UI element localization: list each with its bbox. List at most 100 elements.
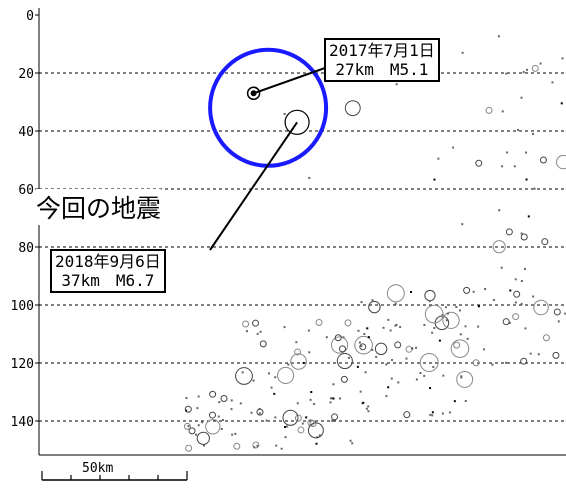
quake-point-113 — [394, 324, 397, 327]
quake-point-57 — [230, 408, 233, 411]
quake-point-158 — [354, 335, 373, 355]
y-tick-label-20: 20 — [18, 67, 34, 82]
quake-point-84 — [233, 442, 241, 450]
event-callout-2017: 2017年7月1日 27km M5.1 — [324, 38, 440, 82]
quake-point-160 — [259, 330, 262, 333]
quake-point-1 — [531, 133, 534, 136]
quake-point-172 — [453, 341, 461, 349]
quake-point-63 — [338, 397, 341, 400]
quake-point-195 — [444, 306, 447, 309]
quake-point-76 — [217, 415, 220, 418]
leader-line-2017 — [253, 67, 326, 95]
quake-point-74 — [196, 431, 210, 445]
quake-point-34 — [274, 416, 277, 419]
quake-point-104 — [347, 356, 350, 359]
quake-point-192 — [553, 308, 561, 316]
quake-point-244 — [484, 288, 487, 291]
quake-point-50 — [265, 419, 268, 422]
quake-point-228 — [520, 357, 528, 365]
depth-grid — [39, 72, 566, 422]
quake-point-77 — [253, 446, 256, 449]
quake-point-0 — [522, 71, 525, 74]
quake-point-136 — [256, 332, 259, 335]
quake-point-251 — [561, 57, 564, 60]
quake-point-245 — [509, 289, 512, 292]
quake-point-180 — [252, 319, 260, 327]
y-tick-label-40: 40 — [18, 125, 34, 140]
earthquake-points — [183, 35, 566, 452]
quake-point-240 — [520, 280, 523, 283]
quake-point-178 — [277, 366, 295, 385]
quake-point-17 — [517, 128, 520, 131]
quake-point-121 — [258, 412, 261, 415]
quake-point-207 — [368, 300, 381, 314]
quake-point-193 — [514, 301, 517, 304]
quake-point-235 — [461, 223, 464, 226]
quake-point-161 — [270, 386, 273, 389]
quake-point-39 — [202, 444, 205, 447]
quake-point-68 — [273, 392, 276, 395]
quake-point-224 — [532, 295, 535, 298]
quake-point-10 — [539, 62, 542, 65]
quake-point-181 — [367, 336, 370, 339]
quake-point-149 — [375, 355, 378, 358]
quake-point-73 — [195, 433, 198, 436]
quake-point-131 — [334, 334, 342, 342]
quake-point-9 — [497, 35, 500, 38]
quake-point-170 — [445, 319, 448, 322]
quake-point-218 — [483, 348, 486, 351]
quake-point-197 — [424, 304, 444, 324]
quake-point-19 — [461, 51, 464, 54]
quake-point-120 — [415, 378, 418, 381]
quake-point-47 — [252, 441, 260, 449]
quake-point-23 — [485, 106, 493, 114]
quake-point-231 — [419, 352, 439, 372]
quake-point-215 — [472, 359, 480, 367]
quake-point-18 — [531, 64, 539, 72]
quake-point-35 — [275, 444, 278, 447]
quake-point-69 — [185, 397, 188, 400]
quake-point-7 — [452, 146, 455, 149]
quake-point-80 — [280, 447, 283, 450]
quake-point-146 — [252, 379, 255, 382]
quake-point-216 — [508, 321, 511, 324]
quake-point-179 — [332, 397, 335, 400]
quake-point-100 — [423, 323, 426, 326]
quake-point-214 — [491, 363, 494, 366]
quake-point-234 — [520, 233, 528, 241]
quake-point-86 — [349, 439, 352, 442]
quake-point-110 — [357, 329, 360, 332]
quake-point-186 — [386, 284, 405, 303]
quake-point-188 — [472, 290, 475, 293]
quake-point-211 — [391, 359, 394, 362]
quake-point-22 — [501, 165, 504, 168]
quake-point-171 — [302, 361, 305, 364]
quake-point-162 — [453, 400, 456, 403]
highlight-circle — [208, 47, 329, 168]
quake-point-81 — [313, 402, 316, 405]
quake-point-75 — [184, 405, 192, 413]
quake-point-246 — [498, 209, 501, 212]
quake-point-237 — [541, 238, 549, 246]
quake-point-65 — [309, 398, 312, 401]
quake-point-148 — [287, 363, 290, 366]
quake-point-212 — [431, 331, 434, 334]
quake-point-127 — [358, 341, 361, 344]
quake-point-83 — [218, 401, 221, 404]
event-detail-2017: 27km M5.1 — [335, 60, 429, 79]
y-tick-label-60: 60 — [18, 183, 34, 198]
quake-point-168 — [256, 408, 264, 416]
quake-point-232 — [523, 267, 526, 270]
quake-point-70 — [310, 391, 313, 394]
quake-point-153 — [448, 411, 451, 414]
quake-point-135 — [241, 371, 244, 374]
quake-point-229 — [460, 375, 463, 378]
quake-point-238 — [514, 278, 517, 281]
quake-point-147 — [442, 374, 445, 377]
quake-point-53 — [208, 411, 216, 419]
quake-point-198 — [552, 351, 560, 359]
quake-point-250 — [556, 154, 566, 170]
quake-point-159 — [366, 327, 369, 330]
quake-point-166 — [356, 365, 359, 368]
